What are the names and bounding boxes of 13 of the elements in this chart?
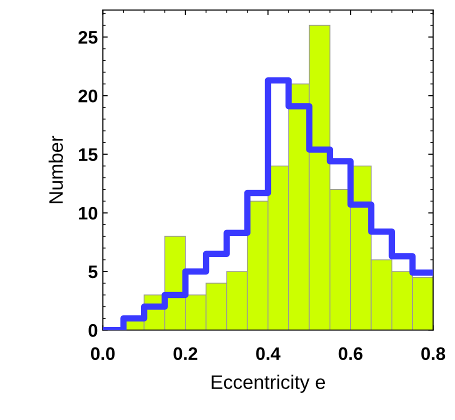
x-tick-label: 0.2: [174, 347, 198, 360]
y-tick-label: 20: [78, 90, 98, 102]
x-tick-label: 0.6: [338, 347, 362, 360]
y-tick-label: 25: [78, 30, 98, 44]
y-tick-label: 10: [79, 206, 98, 220]
x-tick-label: 0.8: [421, 347, 446, 360]
y-tick-label: 5: [88, 266, 98, 278]
y-tick-label: 15: [79, 148, 98, 161]
x-tick-label: 0.0: [90, 347, 115, 360]
x-tick-label: 0.4: [256, 347, 280, 360]
x-axis-title: Eccentricity e: [212, 374, 325, 393]
y-axis-title: Number: [48, 136, 63, 204]
y-tick-label: 0: [88, 324, 98, 337]
